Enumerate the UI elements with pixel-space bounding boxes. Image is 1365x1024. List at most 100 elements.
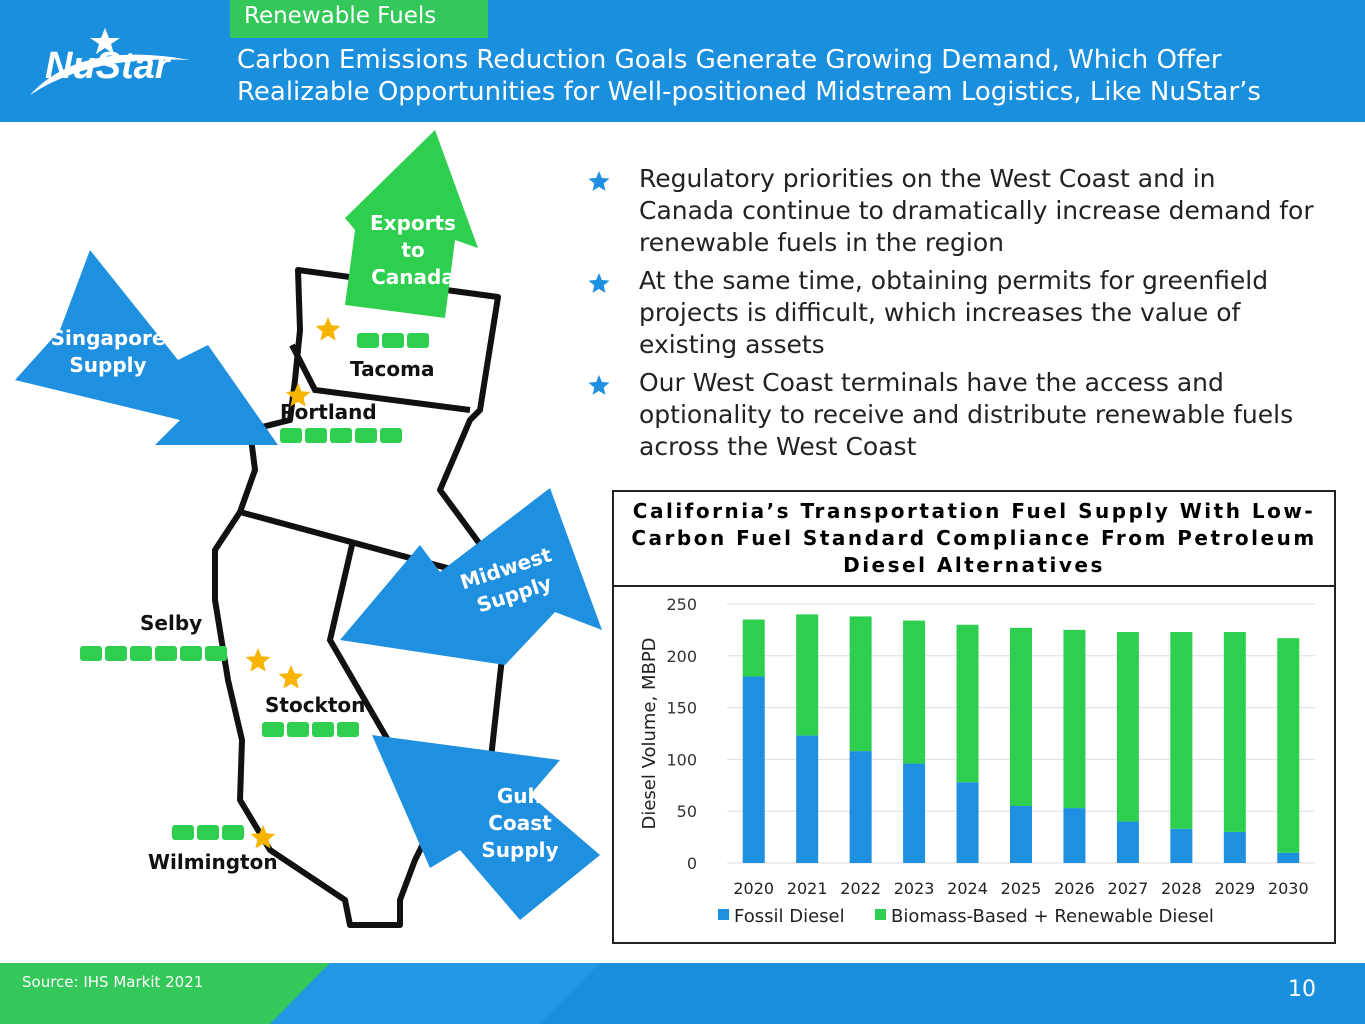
bar-segment [1010, 627, 1032, 807]
x-tick-label: 2021 [787, 879, 828, 898]
x-tick-label: 2022 [840, 879, 881, 898]
x-tick-label: 2023 [894, 879, 935, 898]
chart-title-rule [612, 585, 1336, 587]
legend-swatch [718, 909, 729, 920]
bar-segment [1010, 806, 1032, 863]
arrow-label: Coast [488, 811, 552, 835]
bar-segment [849, 616, 872, 752]
transport-icon [155, 646, 177, 661]
logo: NuStar [45, 45, 170, 87]
bar-segment [1116, 821, 1139, 863]
bullet-star [588, 273, 610, 293]
state-border [289, 343, 471, 413]
x-tick-label: 2027 [1108, 879, 1149, 898]
transport-icon [280, 428, 302, 443]
terminal-star [245, 648, 271, 672]
arrow-label: Supply [481, 838, 558, 862]
bar-segment [1223, 831, 1246, 863]
bullet-text: Our West Coast terminals have the access… [639, 368, 1294, 461]
map: ExportstoCanadaSingaporeSupplyMidwestSup… [15, 130, 602, 928]
x-tick-label: 2020 [733, 879, 774, 898]
page-number: 10 [1288, 977, 1316, 1002]
bar-segment [1170, 631, 1193, 829]
bar-segment [1116, 631, 1139, 822]
location-label: Tacoma [350, 357, 435, 381]
source-note: Source: IHS Markit 2021 [22, 973, 204, 991]
arrow-label: to [401, 238, 424, 262]
bar-segment [1223, 631, 1246, 832]
terminal-star [315, 317, 341, 341]
location-label: Selby [140, 611, 202, 635]
transport-icon [80, 646, 102, 661]
location-label: Wilmington [148, 850, 278, 874]
bullet: Regulatory priorities on the West Coast … [585, 163, 1315, 259]
x-tick-label: 2024 [947, 879, 988, 898]
footer [0, 963, 1365, 1024]
legend-label: Biomass-Based + Renewable Diesel [891, 906, 1214, 927]
transport-icon [180, 646, 202, 661]
logo-swoosh [30, 28, 190, 95]
arrow-canada [345, 130, 478, 318]
chart: 0 50 100 150 200 250 Diesel Volume, MBPD 2020 20… [639, 595, 1315, 927]
transport-icon [130, 646, 152, 661]
terminal-star [250, 825, 276, 849]
x-tick-label: 2025 [1001, 879, 1042, 898]
location-label: Portland [280, 400, 377, 424]
transport-icon [382, 333, 404, 348]
transport-icon [337, 722, 359, 737]
transport-icon [205, 646, 227, 661]
transport-icon [197, 825, 219, 840]
bar-segment [1063, 808, 1086, 863]
y-tick-label: 50 [677, 802, 697, 821]
bar-segment [903, 763, 926, 863]
bullet-star [588, 375, 610, 395]
bullet-text: Regulatory priorities on the West Coast … [639, 164, 1314, 257]
x-tick-label: 2029 [1214, 879, 1255, 898]
chart-title: California’s Transportation Fuel Supply … [631, 499, 1317, 577]
arrow-label: Canada [371, 265, 455, 289]
transport-icon [330, 428, 352, 443]
y-tick-label: 0 [687, 854, 697, 873]
bar-segment [742, 619, 765, 677]
x-tick-label: 2030 [1268, 879, 1309, 898]
bar-segment [1063, 629, 1086, 809]
arrow-midwest [340, 488, 602, 665]
y-axis-label: Diesel Volume, MBPD [639, 637, 660, 829]
y-tick-label: 150 [666, 699, 697, 718]
bar-segment [903, 620, 926, 764]
section-tab: Renewable Fuels [230, 0, 488, 38]
y-tick-label: 250 [666, 595, 697, 614]
legend-swatch [875, 909, 886, 920]
chart-frame [612, 490, 1336, 944]
transport-icon [312, 722, 334, 737]
arrow-label: Singapore [51, 326, 166, 350]
transport-icon [380, 428, 402, 443]
transport-icon [262, 722, 284, 737]
terminal-star [278, 665, 304, 689]
bar-segment [956, 624, 979, 783]
transport-icon [105, 646, 127, 661]
arrow-label: Exports [370, 211, 456, 235]
arrow-label: Supply [69, 353, 146, 377]
bullet-star [588, 171, 610, 191]
transport-icon [407, 333, 429, 348]
x-tick-label: 2026 [1054, 879, 1095, 898]
bar-segment [956, 782, 979, 863]
arrow-label: Gulf [497, 784, 544, 808]
header [0, 0, 1365, 122]
y-tick-label: 100 [666, 750, 697, 769]
bullet-text: At the same time, obtaining permits for … [639, 266, 1269, 359]
location-label: Stockton [265, 693, 365, 717]
transport-icon [305, 428, 327, 443]
bullet: At the same time, obtaining permits for … [585, 265, 1315, 361]
arrow-singapore [15, 250, 278, 445]
bar-segment [1277, 638, 1300, 853]
legend-label: Fossil Diesel [734, 906, 845, 927]
bar-segment [742, 676, 765, 863]
slide-title: Carbon Emissions Reduction Goals Generat… [237, 45, 1261, 107]
arrow-gulf [372, 735, 600, 920]
bar-segment [796, 735, 819, 863]
x-tick-label: 2028 [1161, 879, 1202, 898]
transport-icon [172, 825, 194, 840]
